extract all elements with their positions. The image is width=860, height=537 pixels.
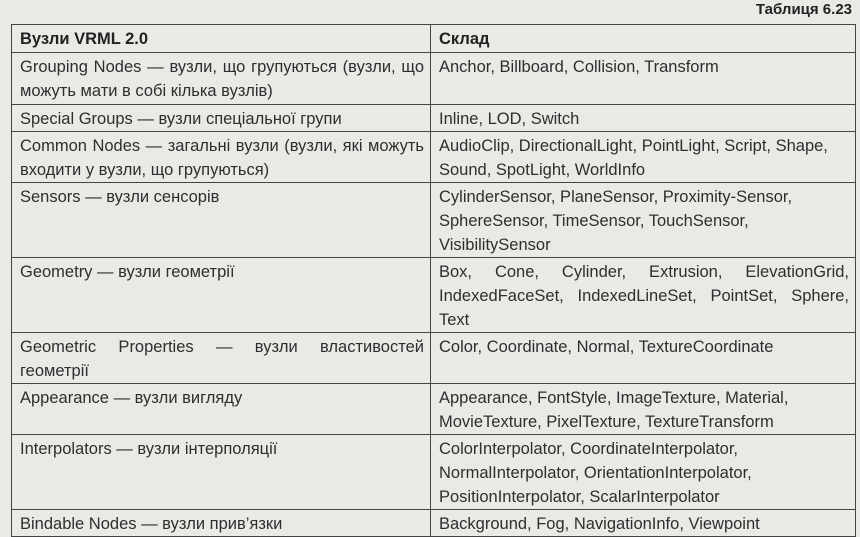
content-cell: Color, Coordinate, Normal, TextureCoordi… <box>430 332 856 384</box>
node-cell: Geometry — вузли геометрії <box>11 257 431 333</box>
table-row: Interpolators — вузли інтерполяції Color… <box>11 434 856 510</box>
node-cell: Grouping Nodes — вузли, що групуються (в… <box>11 52 431 105</box>
table-row: Geometric Properties — вузли властивосте… <box>11 332 856 384</box>
node-cell: Special Groups — вузли спеціальної групи <box>11 104 431 132</box>
node-cell: Sensors — вузли сенсорів <box>11 182 431 258</box>
table-row: Appearance — вузли вигляду Appearance, F… <box>11 383 856 435</box>
content-cell: ColorInterpolator, CoordinateInterpolato… <box>430 434 856 510</box>
node-cell: Interpolators — вузли інтерполяції <box>11 434 431 510</box>
content-cell: Background, Fog, NavigationInfo, Viewpoi… <box>430 509 856 537</box>
content-cell: Appearance, FontStyle, ImageTexture, Mat… <box>430 383 856 435</box>
table-row: Common Nodes — загальні вузли (вузли, як… <box>11 131 856 183</box>
content-cell: Anchor, Billboard, Collision, Transform <box>430 52 856 105</box>
node-cell: Bindable Nodes — вузли прив’язки <box>11 509 431 537</box>
table-row: Special Groups — вузли спеціальної групи… <box>11 104 856 132</box>
content-cell: Box, Cone, Cylinder, Extrusion, Elevatio… <box>430 257 856 333</box>
table-header-row: Вузли VRML 2.0 Склад <box>11 24 856 53</box>
node-cell: Geometric Properties — вузли властивосте… <box>11 332 431 384</box>
node-cell: Common Nodes — загальні вузли (вузли, як… <box>11 131 431 183</box>
content-cell: CylinderSensor, PlaneSensor, Proximity-S… <box>430 182 856 258</box>
table-row: Bindable Nodes — вузли прив’язки Backgro… <box>11 509 856 537</box>
table-row: Grouping Nodes — вузли, що групуються (в… <box>11 52 856 105</box>
table-row: Sensors — вузли сенсорів CylinderSensor,… <box>11 182 856 258</box>
vrml-nodes-table: Вузли VRML 2.0 Склад Grouping Nodes — ву… <box>11 24 856 537</box>
node-cell: Appearance — вузли вигляду <box>11 383 431 435</box>
header-nodes: Вузли VRML 2.0 <box>11 24 431 53</box>
table-row: Geometry — вузли геометрії Box, Cone, Cy… <box>11 257 856 333</box>
content-cell: Inline, LOD, Switch <box>430 104 856 132</box>
table-caption: Таблиця 6.23 <box>755 1 852 18</box>
header-content: Склад <box>430 24 856 53</box>
content-cell: AudioClip, DirectionalLight, PointLight,… <box>430 131 856 183</box>
